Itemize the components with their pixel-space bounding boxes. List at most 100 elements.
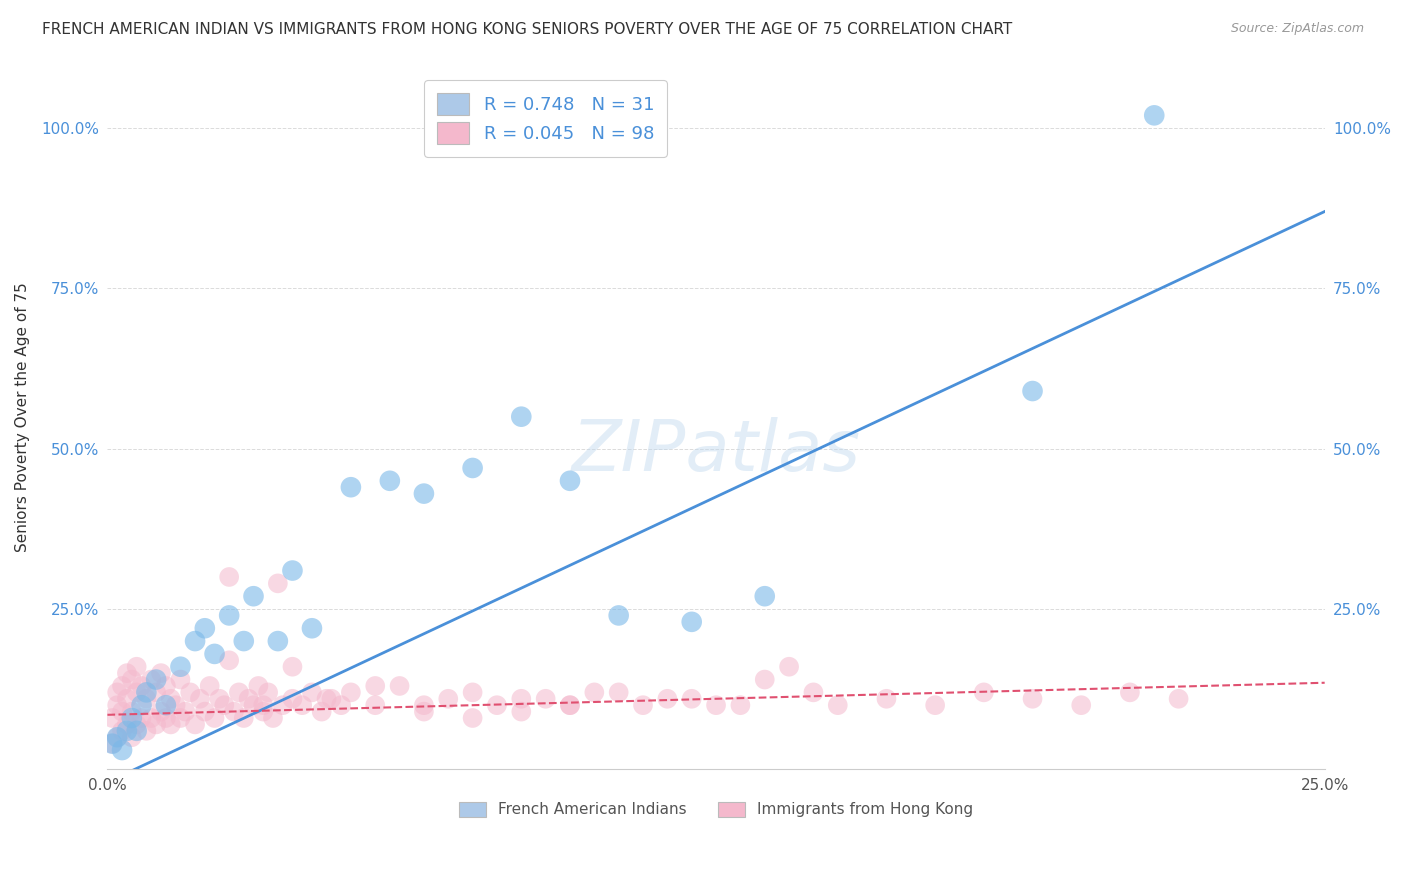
Point — [135, 723, 157, 738]
Point — [301, 685, 323, 699]
Point — [730, 698, 752, 713]
Point — [121, 673, 143, 687]
Point — [194, 705, 217, 719]
Point — [1021, 384, 1043, 398]
Point — [827, 698, 849, 713]
Point — [125, 717, 148, 731]
Point — [510, 705, 533, 719]
Point — [232, 711, 254, 725]
Point — [257, 685, 280, 699]
Point — [378, 474, 401, 488]
Point — [155, 679, 177, 693]
Point — [125, 659, 148, 673]
Point — [754, 673, 776, 687]
Point — [184, 717, 207, 731]
Point — [281, 564, 304, 578]
Point — [125, 723, 148, 738]
Point — [1167, 691, 1189, 706]
Point — [607, 608, 630, 623]
Point — [145, 717, 167, 731]
Point — [145, 673, 167, 687]
Point — [413, 705, 436, 719]
Point — [159, 717, 181, 731]
Point — [101, 711, 124, 725]
Point — [461, 711, 484, 725]
Point — [267, 576, 290, 591]
Point — [159, 691, 181, 706]
Point — [218, 570, 240, 584]
Point — [121, 705, 143, 719]
Point — [121, 711, 143, 725]
Point — [681, 691, 703, 706]
Point — [131, 711, 153, 725]
Y-axis label: Seniors Poverty Over the Age of 75: Seniors Poverty Over the Age of 75 — [15, 282, 30, 551]
Point — [188, 691, 211, 706]
Point — [115, 723, 138, 738]
Point — [121, 731, 143, 745]
Point — [558, 698, 581, 713]
Point — [657, 691, 679, 706]
Point — [631, 698, 654, 713]
Point — [238, 691, 260, 706]
Point — [115, 666, 138, 681]
Point — [174, 705, 197, 719]
Text: Source: ZipAtlas.com: Source: ZipAtlas.com — [1230, 22, 1364, 36]
Point — [218, 653, 240, 667]
Point — [247, 679, 270, 693]
Point — [169, 711, 191, 725]
Point — [101, 737, 124, 751]
Point — [681, 615, 703, 629]
Point — [242, 589, 264, 603]
Point — [1070, 698, 1092, 713]
Point — [340, 685, 363, 699]
Point — [461, 685, 484, 699]
Point — [204, 711, 226, 725]
Point — [364, 679, 387, 693]
Point — [111, 723, 134, 738]
Point — [125, 685, 148, 699]
Point — [135, 691, 157, 706]
Point — [778, 659, 800, 673]
Point — [1143, 108, 1166, 122]
Point — [222, 705, 245, 719]
Point — [115, 691, 138, 706]
Point — [131, 698, 153, 713]
Point — [607, 685, 630, 699]
Point — [105, 685, 128, 699]
Point — [105, 731, 128, 745]
Point — [315, 691, 337, 706]
Point — [111, 705, 134, 719]
Point — [198, 679, 221, 693]
Point — [291, 698, 314, 713]
Point — [558, 474, 581, 488]
Point — [208, 691, 231, 706]
Point — [111, 743, 134, 757]
Point — [214, 698, 236, 713]
Point — [155, 711, 177, 725]
Point — [252, 705, 274, 719]
Point — [1119, 685, 1142, 699]
Point — [973, 685, 995, 699]
Point — [803, 685, 825, 699]
Point — [875, 691, 897, 706]
Point — [413, 698, 436, 713]
Point — [169, 673, 191, 687]
Point — [131, 679, 153, 693]
Point — [311, 705, 333, 719]
Point — [485, 698, 508, 713]
Point — [364, 698, 387, 713]
Point — [184, 634, 207, 648]
Point — [924, 698, 946, 713]
Point — [388, 679, 411, 693]
Point — [194, 621, 217, 635]
Point — [105, 731, 128, 745]
Point — [111, 679, 134, 693]
Point — [145, 685, 167, 699]
Point — [101, 737, 124, 751]
Point — [218, 608, 240, 623]
Point — [169, 659, 191, 673]
Point — [281, 659, 304, 673]
Legend: French American Indians, Immigrants from Hong Kong: French American Indians, Immigrants from… — [451, 794, 981, 825]
Point — [510, 409, 533, 424]
Point — [135, 685, 157, 699]
